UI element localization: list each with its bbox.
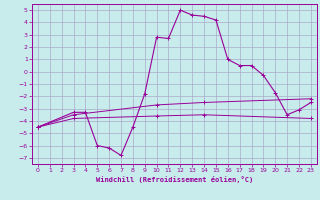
X-axis label: Windchill (Refroidissement éolien,°C): Windchill (Refroidissement éolien,°C) xyxy=(96,176,253,183)
